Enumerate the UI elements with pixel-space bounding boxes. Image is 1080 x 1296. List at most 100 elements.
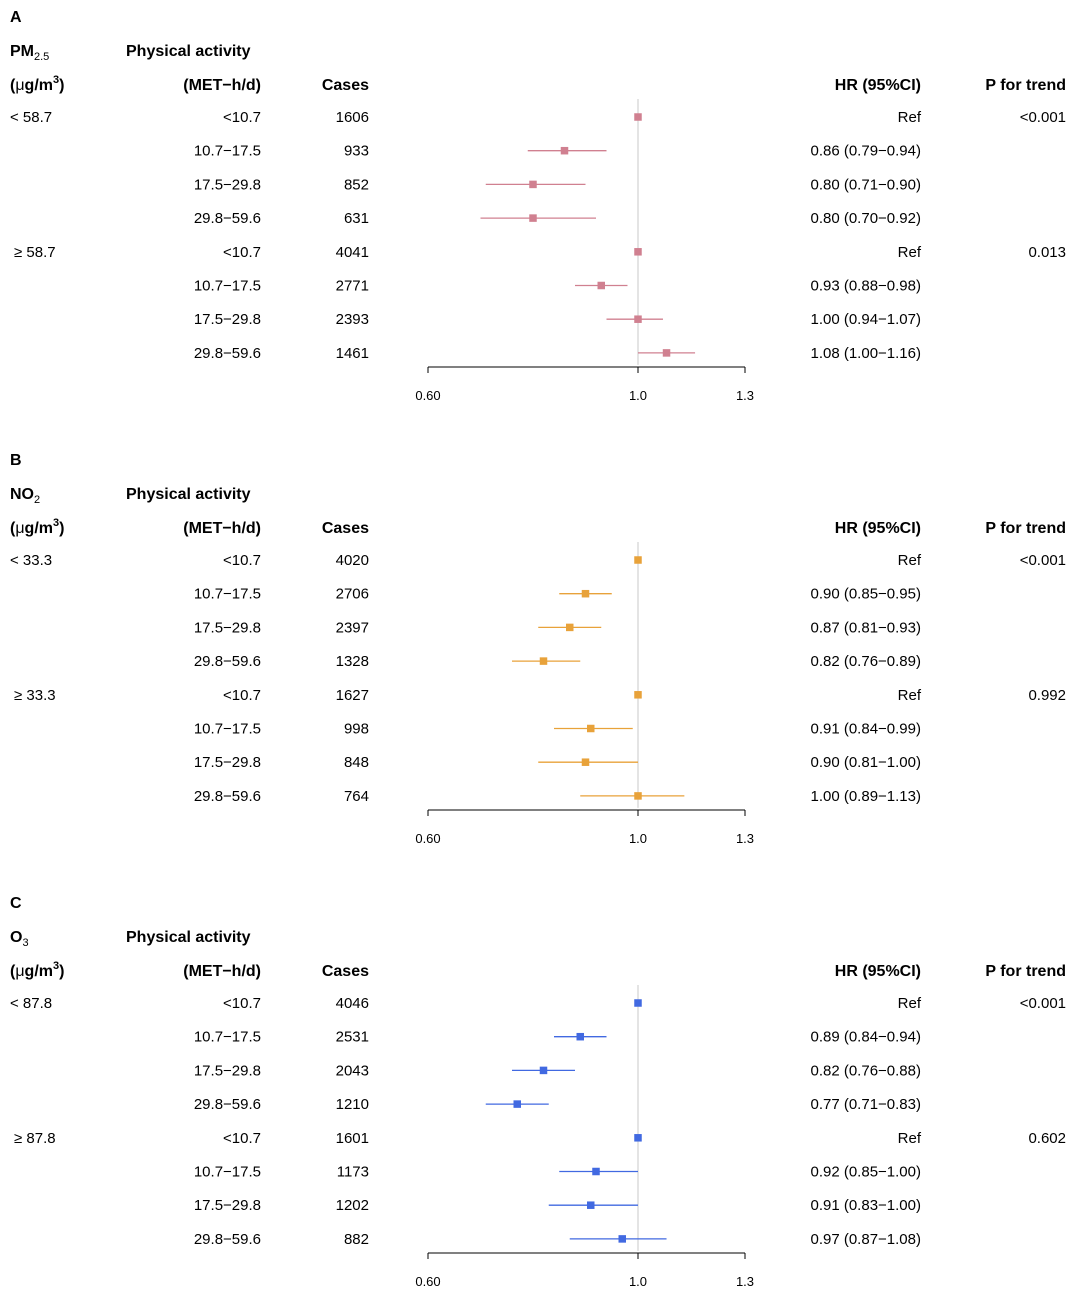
header-hr: HR (95%CI): [835, 963, 921, 980]
table-row: 29.8−59.6 1461 1.08 (1.00−1.16): [194, 345, 921, 362]
hr-point: [539, 1066, 548, 1075]
hr-ci-text: 0.90 (0.85−0.95): [810, 586, 921, 603]
p-trend-value: 0.992: [1028, 687, 1066, 704]
cases-value: 2531: [336, 1029, 369, 1046]
activity-label: <10.7: [223, 109, 261, 126]
activity-label: 10.7−17.5: [194, 721, 261, 738]
p-trend-value: <0.001: [1020, 552, 1066, 569]
pollutant-subscript: 3: [22, 937, 28, 949]
hr-point: [597, 281, 605, 290]
p-trend-value: 0.013: [1028, 244, 1066, 261]
unit-main: g/m: [25, 77, 53, 94]
table-row: ≥ 33.3 0.992 <10.7 1627 Ref: [14, 687, 1066, 704]
cases-value: 764: [344, 788, 369, 805]
cases-value: 1606: [336, 109, 369, 126]
hr-ci-text: 0.86 (0.79−0.94): [810, 143, 921, 160]
x-tick-label: 1.3: [736, 1274, 754, 1289]
hr-point: [560, 146, 569, 155]
activity-label: 29.8−59.6: [194, 210, 261, 227]
table-row: 10.7−17.5 1173 0.92 (0.85−1.00): [194, 1164, 921, 1181]
unit-suffix: ): [59, 77, 64, 94]
unit-main: g/m: [25, 520, 53, 537]
cases-value: 848: [344, 754, 369, 771]
hr-point: [529, 180, 537, 189]
panel-c: CO3(μg/m3)Physical activity(MET−h/d) Case…: [10, 895, 1066, 1289]
table-row: 29.8−59.6 764 1.00 (0.89−1.13): [194, 788, 921, 805]
p-trend-value: <0.001: [1020, 109, 1066, 126]
panel-label: C: [10, 895, 22, 912]
activity-label: 17.5−29.8: [194, 311, 261, 328]
pollutant-subscript: 2: [34, 494, 40, 506]
panel-label: B: [10, 452, 22, 469]
activity-label: 29.8−59.6: [194, 1096, 261, 1113]
activity-label: 17.5−29.8: [194, 1062, 261, 1079]
hr-point: [513, 1100, 521, 1108]
table-row: 10.7−17.5 2531 0.89 (0.84−0.94): [194, 1029, 921, 1046]
unit-suffix: ): [59, 520, 64, 537]
group-label: < 58.7: [10, 109, 52, 126]
activity-label: 29.8−59.6: [194, 653, 261, 670]
x-tick-label: 0.60: [415, 388, 440, 403]
activity-label: <10.7: [223, 1130, 261, 1147]
unit-prefix: (: [10, 77, 16, 94]
hr-ci-text: Ref: [898, 1130, 922, 1147]
cases-value: 4020: [336, 552, 369, 569]
hr-point: [587, 1201, 595, 1209]
cases-value: 2706: [336, 586, 369, 603]
header-met: (MET−h/d): [183, 77, 261, 94]
pollutant-name: NO: [10, 486, 34, 503]
table-row: 17.5−29.8 848 0.90 (0.81−1.00): [194, 754, 921, 771]
table-row: 29.8−59.6 1210 0.77 (0.71−0.83): [194, 1096, 921, 1113]
x-tick-label: 1.0: [629, 1274, 647, 1289]
table-row: < 87.8 <0.001 <10.7 4046 Ref: [10, 995, 1066, 1012]
cases-value: 1210: [336, 1096, 369, 1113]
hr-ci-text: 0.90 (0.81−1.00): [810, 754, 921, 771]
table-row: 10.7−17.5 2706 0.90 (0.85−0.95): [194, 586, 921, 603]
x-tick-label: 1.0: [629, 831, 647, 846]
unit-main: g/m: [25, 963, 53, 980]
hr-ci-text: 0.91 (0.83−1.00): [810, 1197, 921, 1214]
cases-value: 1601: [336, 1130, 369, 1147]
hr-ci-text: 1.00 (0.89−1.13): [810, 788, 921, 805]
group-label: ≥ 58.7: [14, 244, 56, 261]
header-cases: Cases: [322, 963, 369, 980]
cases-value: 2393: [336, 311, 369, 328]
hr-point: [634, 999, 642, 1007]
hr-ci-text: 0.82 (0.76−0.89): [810, 653, 921, 670]
activity-label: <10.7: [223, 995, 261, 1012]
header-cases: Cases: [322, 520, 369, 537]
activity-label: 17.5−29.8: [194, 176, 261, 193]
activity-label: 17.5−29.8: [194, 1197, 261, 1214]
cases-value: 4046: [336, 995, 369, 1012]
hr-ci-text: 0.93 (0.88−0.98): [810, 278, 921, 295]
hr-ci-text: 0.77 (0.71−0.83): [810, 1096, 921, 1113]
hr-ci-text: Ref: [898, 687, 922, 704]
hr-ci-text: 0.80 (0.71−0.90): [810, 176, 921, 193]
header-cases: Cases: [322, 77, 369, 94]
hr-point: [634, 113, 642, 121]
unit-superscript: 3: [53, 517, 59, 529]
unit-prefix: (: [10, 963, 16, 980]
table-row: 17.5−29.8 2043 0.82 (0.76−0.88): [194, 1062, 921, 1079]
hr-ci-text: 0.80 (0.70−0.92): [810, 210, 921, 227]
table-row: 10.7−17.5 998 0.91 (0.84−0.99): [194, 721, 921, 738]
activity-label: 10.7−17.5: [194, 586, 261, 603]
x-tick-label: 1.0: [629, 388, 647, 403]
hr-ci-text: 0.87 (0.81−0.93): [810, 619, 921, 636]
hr-point: [634, 315, 642, 323]
table-row: 29.8−59.6 631 0.80 (0.70−0.92): [194, 210, 921, 227]
cases-value: 2771: [336, 278, 369, 295]
activity-label: <10.7: [223, 244, 261, 261]
activity-label: <10.7: [223, 687, 261, 704]
table-row: 29.8−59.6 1328 0.82 (0.76−0.89): [194, 653, 921, 670]
table-row: ≥ 87.8 0.602 <10.7 1601 Ref: [14, 1130, 1066, 1147]
header-p-trend: P for trend: [985, 520, 1066, 537]
unit-mu: μ: [15, 520, 24, 537]
hr-ci-text: 0.91 (0.84−0.99): [810, 721, 921, 738]
table-row: 17.5−29.8 2397 0.87 (0.81−0.93): [194, 619, 921, 636]
x-tick-label: 1.3: [736, 388, 754, 403]
hr-point: [634, 691, 642, 699]
cases-value: 998: [344, 721, 369, 738]
hr-ci-text: 0.89 (0.84−0.94): [810, 1029, 921, 1046]
